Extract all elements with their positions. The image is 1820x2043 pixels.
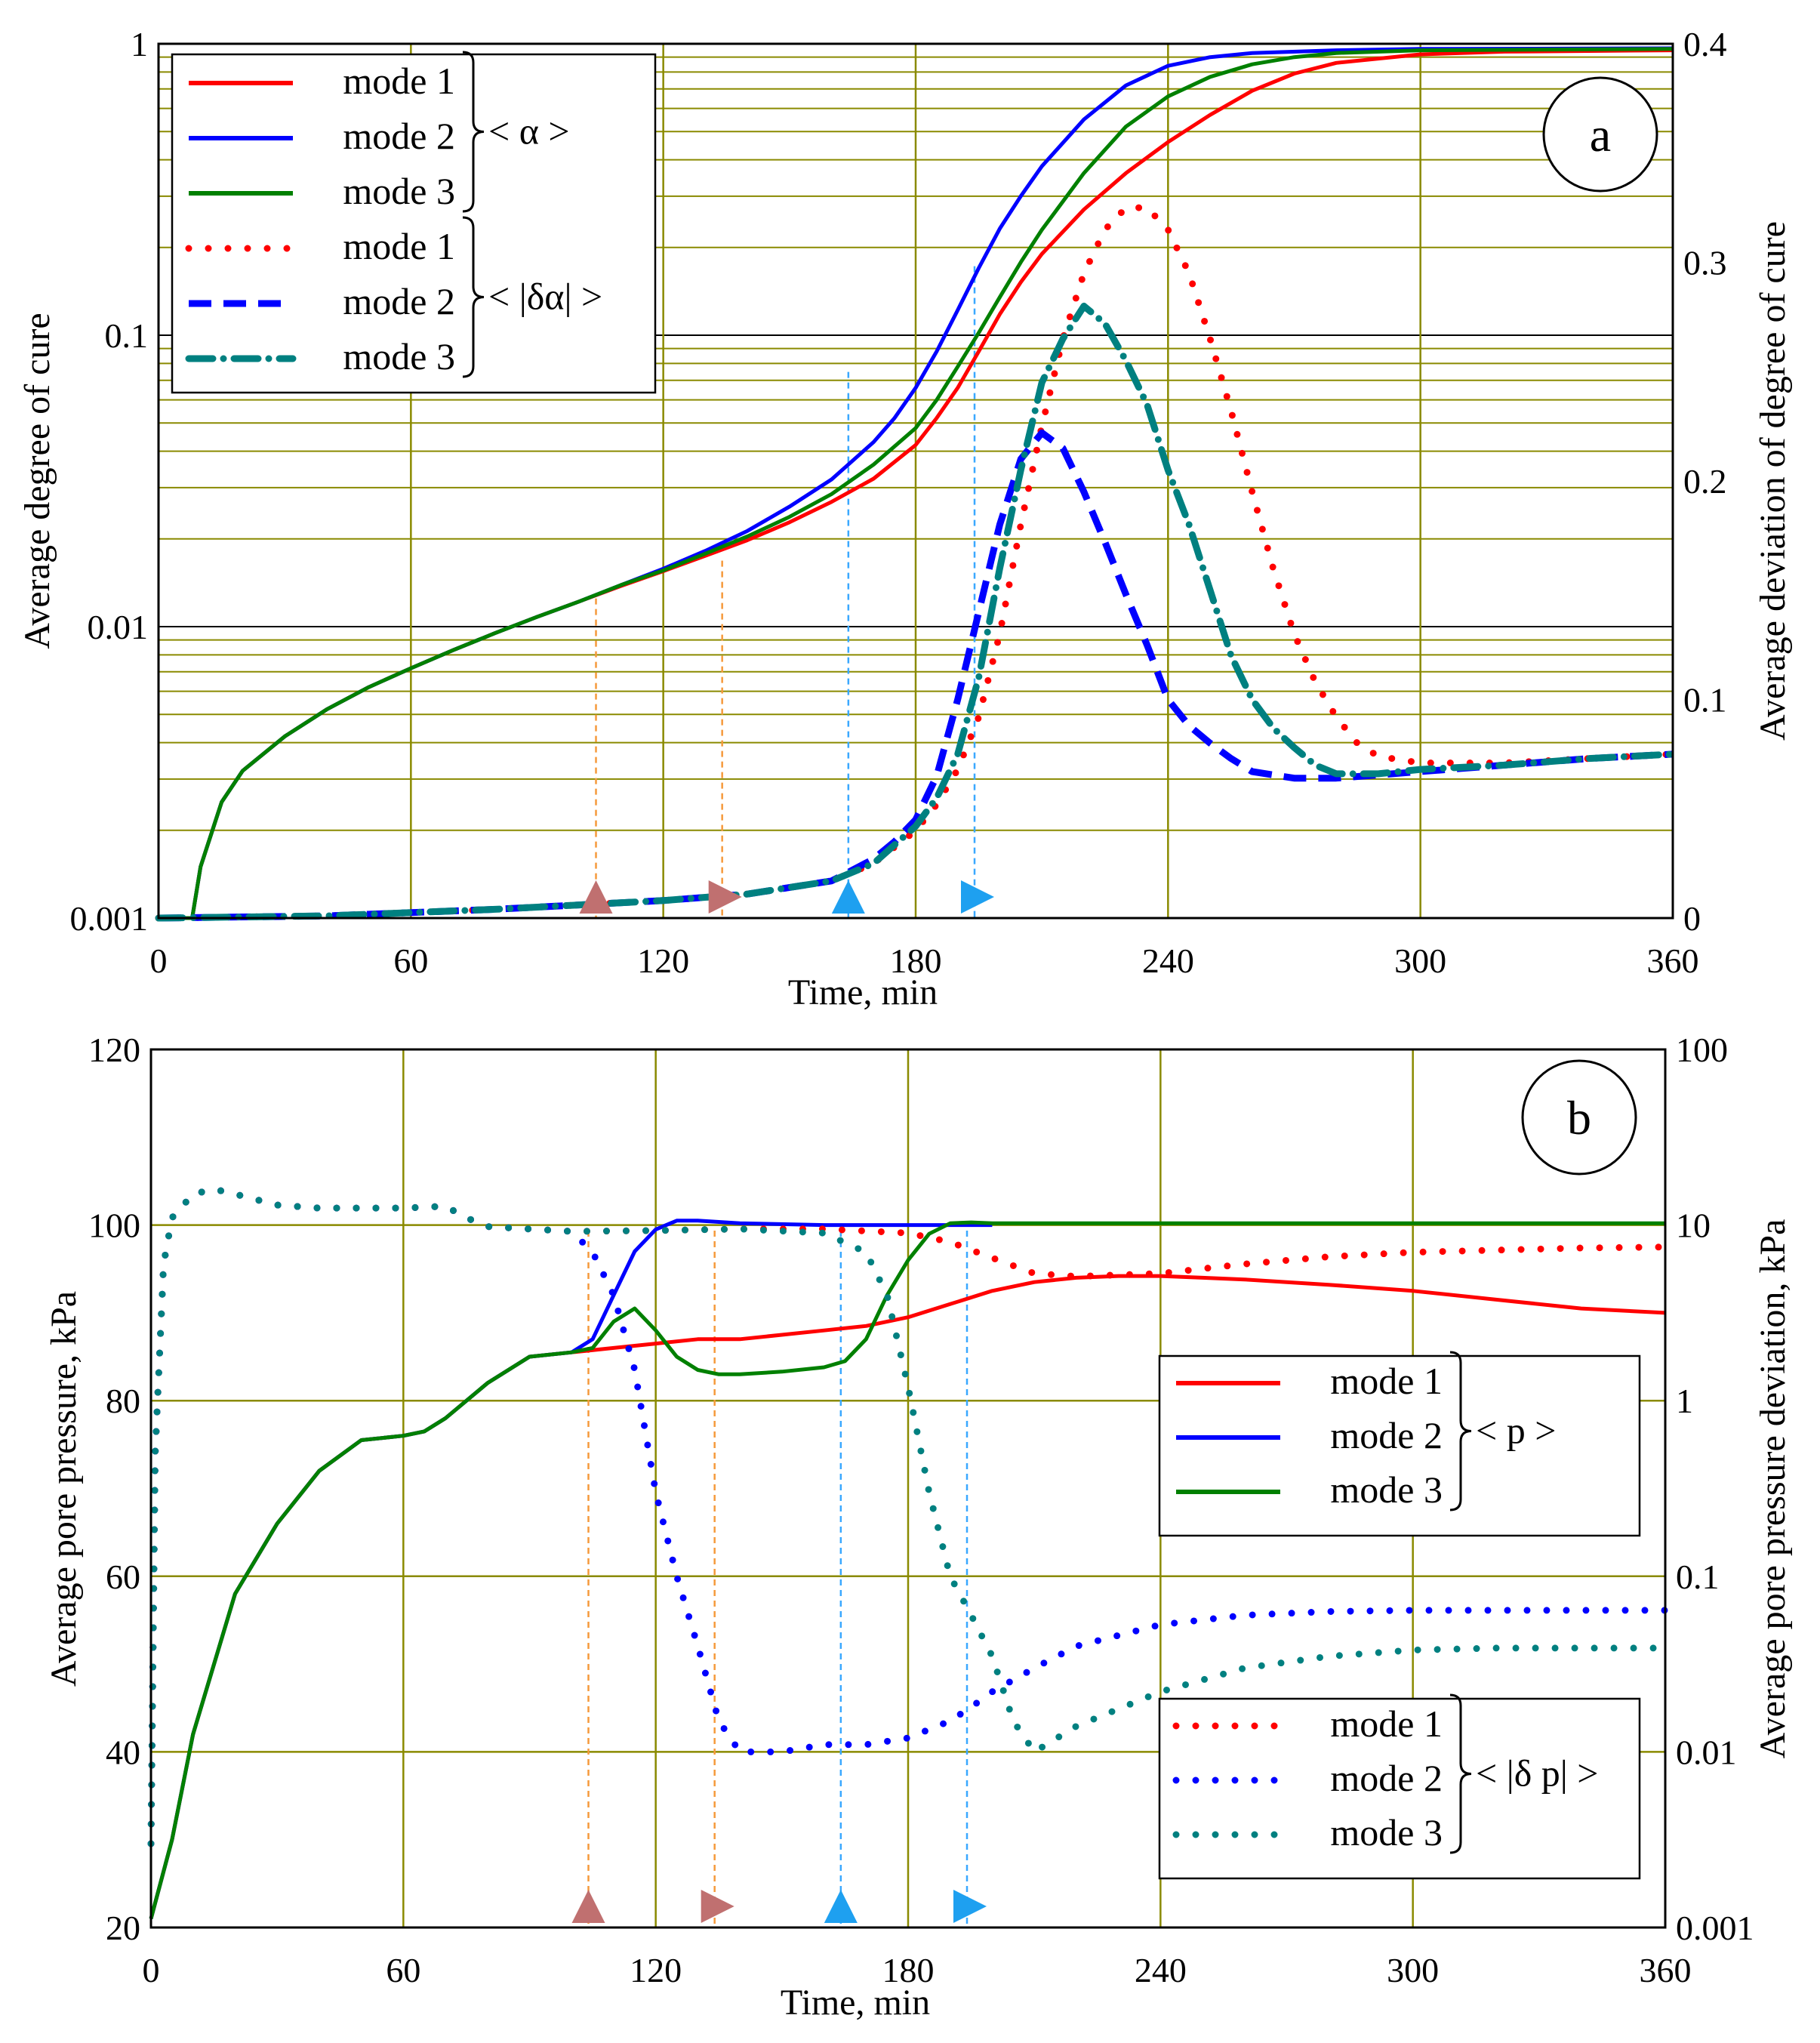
legend-box bbox=[1158, 1697, 1641, 1880]
legend-entry-label: mode 3 bbox=[1330, 1468, 1443, 1511]
legend: mode 1 mode 2 mode 3 < p > bbox=[1158, 1351, 1641, 1537]
legend-entry-label: mode 3 bbox=[343, 335, 455, 377]
legend-entry-label: mode 2 bbox=[343, 280, 455, 322]
legend-brace bbox=[462, 51, 485, 213]
y-tick-label: 0.01 bbox=[88, 608, 149, 646]
panel-badge-label: b bbox=[1567, 1091, 1591, 1145]
legend-entry-label: mode 1 bbox=[1330, 1702, 1443, 1745]
chart-panel-a: 0 60 120 180 240 300 360 Time, min 1 0.1 0.01 0.001… bbox=[17, 25, 1793, 1012]
y-tick-label: 80 bbox=[106, 1382, 140, 1420]
panel-badge-circle bbox=[1521, 1059, 1637, 1176]
x-axis-label: Time, min bbox=[781, 1983, 930, 2023]
y-tick-label: 0.001 bbox=[70, 899, 149, 938]
legend-brace bbox=[1449, 1693, 1472, 1854]
series-line-mode-3-dotted bbox=[147, 1185, 1669, 1847]
x-tick-label: 0 bbox=[150, 941, 168, 980]
event-marker-up bbox=[824, 1890, 858, 1923]
y-tick-label: 20 bbox=[106, 1909, 140, 1947]
x-tick-label: 360 bbox=[1647, 941, 1699, 980]
event-marker-up bbox=[831, 880, 865, 914]
legend-box bbox=[1158, 1354, 1641, 1537]
y-tick-label: 1 bbox=[131, 25, 148, 63]
y2-axis-label: Average pore pressure deviation, kPa bbox=[1753, 1219, 1793, 1759]
x-tick-label: 180 bbox=[882, 1951, 935, 1989]
legend-entry-label: mode 1 bbox=[343, 60, 455, 102]
legend-entry-label: mode 3 bbox=[1330, 1811, 1443, 1853]
x-tick-label: 360 bbox=[1640, 1951, 1692, 1989]
panel-badge-circle bbox=[1542, 76, 1658, 193]
legend-brace bbox=[1449, 1351, 1472, 1511]
event-marker-up bbox=[571, 1890, 605, 1923]
x-tick-label: 300 bbox=[1394, 941, 1446, 980]
x-tick-label: 60 bbox=[393, 941, 428, 980]
series-line-mode-3-solid bbox=[159, 47, 1674, 920]
y2-axis-label: Average deviation of degree of cure bbox=[1753, 221, 1793, 741]
series-group bbox=[147, 1185, 1669, 1920]
legend-entry-label: mode 2 bbox=[343, 115, 455, 157]
legend-entry-label: mode 3 bbox=[343, 170, 455, 212]
legend-brace bbox=[462, 216, 485, 378]
legend-group-label: < |δ p| > bbox=[1476, 1752, 1598, 1795]
chart-panel-b: 0 60 120 180 240 300 360 Time, min 120 100 80 60 40 2… bbox=[44, 1031, 1793, 2023]
y2-tick-label: 0.2 bbox=[1683, 462, 1727, 501]
y2-tick-label: 0.3 bbox=[1683, 244, 1727, 282]
y2-tick-label: 0 bbox=[1683, 899, 1701, 938]
panel-badge-label: a bbox=[1590, 108, 1611, 162]
y2-tick-label: 0.1 bbox=[1676, 1558, 1720, 1596]
legend: mode 1 mode 2 mode 3 < |δ p| > bbox=[1158, 1693, 1641, 1880]
x-tick-label: 180 bbox=[890, 941, 942, 980]
plot-frame bbox=[157, 42, 1674, 920]
legend-box bbox=[171, 53, 657, 394]
x-tick-label: 60 bbox=[386, 1951, 420, 1989]
y-tick-label: 0.1 bbox=[105, 316, 149, 355]
series-group bbox=[155, 46, 1677, 922]
event-marker-right bbox=[953, 1890, 987, 1923]
legend-entry-label: mode 2 bbox=[1330, 1757, 1443, 1799]
x-tick-label: 120 bbox=[637, 941, 689, 980]
series-line-mode-3-dashdot bbox=[155, 302, 1677, 922]
y-axis-label: Average degree of cure bbox=[17, 313, 57, 649]
event-marker-right bbox=[961, 880, 995, 914]
grid bbox=[159, 44, 1673, 918]
x-axis-label: Time, min bbox=[788, 972, 938, 1012]
x-tick-label: 240 bbox=[1142, 941, 1194, 980]
y2-tick-label: 100 bbox=[1676, 1031, 1728, 1069]
y-tick-label: 40 bbox=[106, 1733, 140, 1771]
y-axis-label: Average pore pressure, kPa bbox=[44, 1291, 84, 1687]
y-tick-label: 100 bbox=[88, 1206, 140, 1245]
legend: mode 1 mode 2 mode 3 < α > mode 1 mode 2 mode … bbox=[171, 51, 657, 394]
y2-tick-label: 0.01 bbox=[1676, 1733, 1737, 1771]
y2-tick-label: 0.1 bbox=[1683, 681, 1727, 720]
y2-tick-label: 0.001 bbox=[1676, 1909, 1754, 1947]
legend-group-label: < |δα| > bbox=[488, 276, 602, 318]
x-tick-label: 120 bbox=[630, 1951, 682, 1989]
x-tick-label: 300 bbox=[1387, 1951, 1439, 1989]
plot-frame bbox=[149, 1048, 1667, 1929]
legend-group-label: < p > bbox=[1476, 1410, 1556, 1452]
x-tick-label: 0 bbox=[143, 1951, 160, 1989]
event-marker-right bbox=[701, 1890, 734, 1923]
event-marker-right bbox=[708, 880, 742, 914]
series-line-mode-3-solid bbox=[149, 1220, 1665, 1920]
y-tick-label: 120 bbox=[88, 1031, 140, 1069]
y2-tick-label: 0.4 bbox=[1683, 25, 1727, 63]
legend-entry-label: mode 1 bbox=[343, 225, 455, 267]
legend-group-label: < α > bbox=[488, 110, 570, 153]
x-tick-label: 240 bbox=[1135, 1951, 1187, 1989]
y-tick-label: 60 bbox=[106, 1558, 140, 1596]
legend-entry-label: mode 1 bbox=[1330, 1360, 1443, 1402]
legend-entry-label: mode 2 bbox=[1330, 1414, 1443, 1456]
y2-tick-label: 10 bbox=[1676, 1206, 1711, 1245]
event-marker-up bbox=[579, 880, 613, 914]
y2-tick-label: 1 bbox=[1676, 1382, 1693, 1420]
